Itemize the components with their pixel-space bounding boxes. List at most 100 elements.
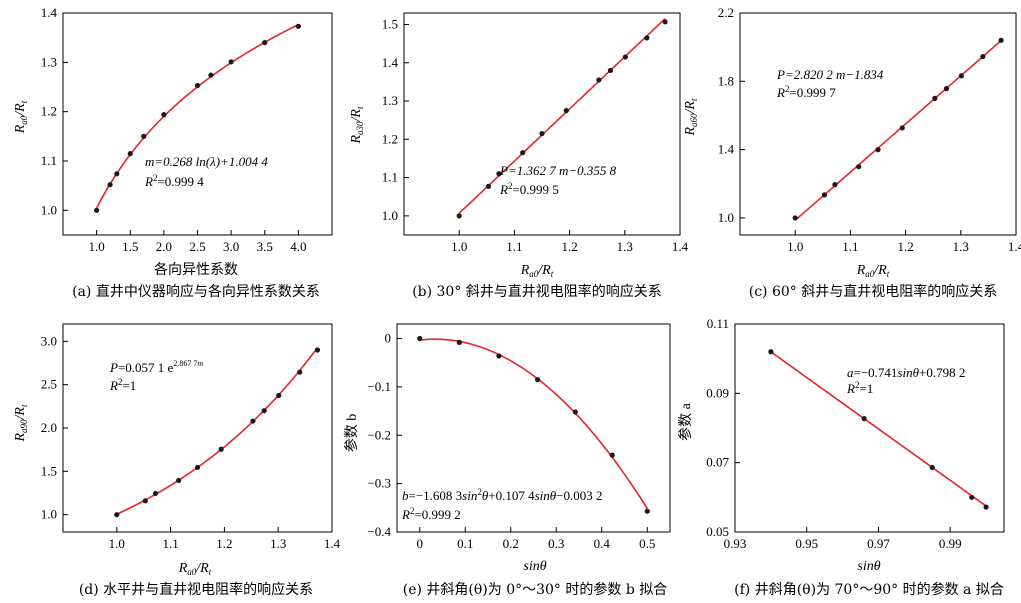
caption-f: (f) 井斜角(θ)为 70°～90° 时的参数 a 拟合: [734, 581, 1004, 598]
y-tick-label-c: 1.4: [718, 142, 735, 157]
data-point-b: [563, 108, 569, 114]
x-tick-label-a: 4.0: [290, 239, 306, 254]
caption-a: (a) 直井中仪器响应与各向异性系数关系: [72, 283, 320, 300]
data-point-c: [856, 164, 862, 170]
data-point-a: [114, 171, 120, 177]
y-tick-label-a: 1.1: [41, 153, 57, 168]
x-tick-label-c: 1.0: [787, 239, 803, 254]
data-point-f: [969, 494, 975, 500]
data-point-d: [218, 446, 224, 452]
data-point-d: [142, 498, 148, 504]
data-point-e: [417, 335, 423, 342]
x-tick-label-e: 0.4: [594, 536, 611, 551]
data-point-f: [983, 504, 989, 510]
y-tick-label-d: 3.0: [41, 333, 57, 348]
x-tick-label-c: 1.3: [953, 239, 969, 254]
data-point-d: [194, 464, 201, 471]
x-tick-label-b: 1.1: [506, 239, 522, 254]
x-axis-title-c: Ra0/Rt: [856, 263, 890, 279]
x-tick-label-c: 1.4: [1008, 239, 1021, 254]
data-point-b: [596, 77, 602, 83]
equation-line1-f: a=−0.741sinθ+0.798 2: [847, 365, 965, 380]
y-tick-label-f: 0.11: [707, 316, 729, 331]
data-point-d: [176, 477, 182, 484]
x-tick-label-c: 1.1: [842, 239, 858, 254]
plot-area-b: 1.0 1.1 1.2 1.3 1.4 1.0 1.1 1.2 1.3 1.4 1.5: [382, 12, 689, 254]
y-tick-label-d: 2.5: [41, 377, 57, 392]
data-point-c: [875, 147, 881, 153]
data-point-a: [208, 72, 214, 78]
data-point-d: [261, 408, 267, 414]
x-tick-label-f: 0.95: [795, 536, 818, 551]
data-point-c: [943, 86, 950, 92]
x-tick-label-b: 1.4: [672, 239, 689, 254]
data-point-c: [832, 182, 838, 188]
fit-curve-d: [116, 347, 319, 515]
x-tick-label-a: 3.5: [257, 239, 273, 254]
y-tick-label-f: 0.07: [706, 455, 729, 470]
data-point-b: [662, 19, 668, 25]
equation-line1-a: m=0.268 ln(λ)+1.004 4: [145, 154, 268, 169]
data-point-e: [456, 339, 462, 345]
x-tick-label-e: 0: [417, 536, 424, 551]
data-point-c: [998, 37, 1004, 43]
y-tick-label-e: 0: [385, 331, 392, 346]
x-tick-label-e: 0.2: [503, 536, 519, 551]
y-tick-label-f: 0.05: [706, 524, 729, 539]
y-tick-label-c: 2.2: [718, 5, 734, 20]
data-point-b: [644, 35, 650, 41]
x-tick-label-b: 1.3: [617, 239, 633, 254]
data-point-d: [297, 369, 303, 375]
x-axis-title-a: 各向异性系数: [154, 262, 238, 278]
equation-line2-f: R2=1: [846, 380, 873, 396]
x-tick-label-f: 0.93: [724, 536, 747, 551]
x-tick-label-e: 0.3: [548, 536, 564, 551]
x-tick-label-a: 3.0: [223, 239, 239, 254]
data-point-c: [980, 53, 986, 60]
y-tick-label-a: 1.2: [41, 104, 57, 119]
caption-c: (c) 60° 斜井与直井视电阻率的响应关系: [749, 283, 997, 300]
y-tick-label-e: −0.2: [367, 427, 391, 442]
plot-area-f: 0.93 0.95 0.97 0.99 0.05 0.07 0.09 0.11: [706, 316, 1005, 551]
data-point-b: [622, 54, 628, 60]
caption-d: (d) 水平井与直井视电阻率的响应关系: [79, 581, 313, 598]
y-tick-label-a: 1.0: [41, 202, 57, 217]
x-tick-label-b: 1.0: [451, 239, 467, 254]
panel-c: 1.0 1.1 1.2 1.3 1.4 1.0 1.4 1.8 2.2 Ra0/Rt Ra60/…: [683, 5, 1021, 300]
y-tick-label-a: 1.4: [41, 5, 58, 20]
data-point-b: [520, 150, 526, 156]
plot-frame-b: [403, 12, 681, 236]
equation-line1-c: P=2.820 2 m−1.834: [776, 67, 884, 82]
x-tick-label-a: 2.5: [189, 239, 205, 254]
y-axis-title-b: Ra30/Rt: [349, 106, 365, 145]
data-point-f: [929, 464, 935, 471]
data-point-b: [485, 183, 492, 189]
x-axis-title-e: sinθ: [523, 559, 546, 574]
panel-e: 0 0.1 0.2 0.3 0.4 0.5 0 −0.1 −0.2 −0.3 −0.4 sinθ 参…: [343, 323, 671, 598]
data-point-e: [496, 353, 502, 359]
x-tick-label-a: 1.0: [89, 239, 105, 254]
plot-area-c: 1.0 1.1 1.2 1.3 1.4 1.0 1.4 1.8 2.2: [718, 5, 1021, 254]
y-tick-label-d: 1.5: [41, 463, 57, 478]
data-point-d: [114, 512, 120, 518]
data-point-e: [644, 508, 650, 514]
equation-line2-a: R2=0.999 4: [144, 173, 204, 189]
y-axis-title-f: 参数 a: [677, 402, 694, 440]
panel-a: 1.0 1.5 2.0 2.5 3.0 3.5 4.0 1.0 1.1 1.2 1.3 1.4 各向异…: [13, 5, 333, 300]
data-point-a: [127, 151, 133, 157]
data-point-a: [161, 112, 167, 118]
y-axis-title-c: Ra60/Rt: [683, 98, 699, 137]
data-point-a: [228, 59, 234, 65]
x-tick-label-d: 1.1: [162, 536, 178, 551]
y-axis-title-d: Ra90/Rt: [13, 404, 29, 443]
panel-d: 1.0 1.1 1.2 1.3 1.4 1.0 1.5 2.0 2.5 3.0 Ra0/Rt Ra…: [13, 323, 341, 598]
data-point-b: [539, 130, 545, 137]
x-tick-label-a: 2.0: [156, 239, 172, 254]
data-point-a: [194, 82, 201, 89]
data-point-c: [792, 215, 798, 221]
x-tick-label-f: 0.97: [867, 536, 890, 551]
caption-e: (e) 井斜角(θ)为 0°～30° 时的参数 b 拟合: [403, 581, 668, 598]
fit-curve-e: [419, 338, 648, 510]
y-axis-title-e: 参数 b: [343, 414, 360, 453]
